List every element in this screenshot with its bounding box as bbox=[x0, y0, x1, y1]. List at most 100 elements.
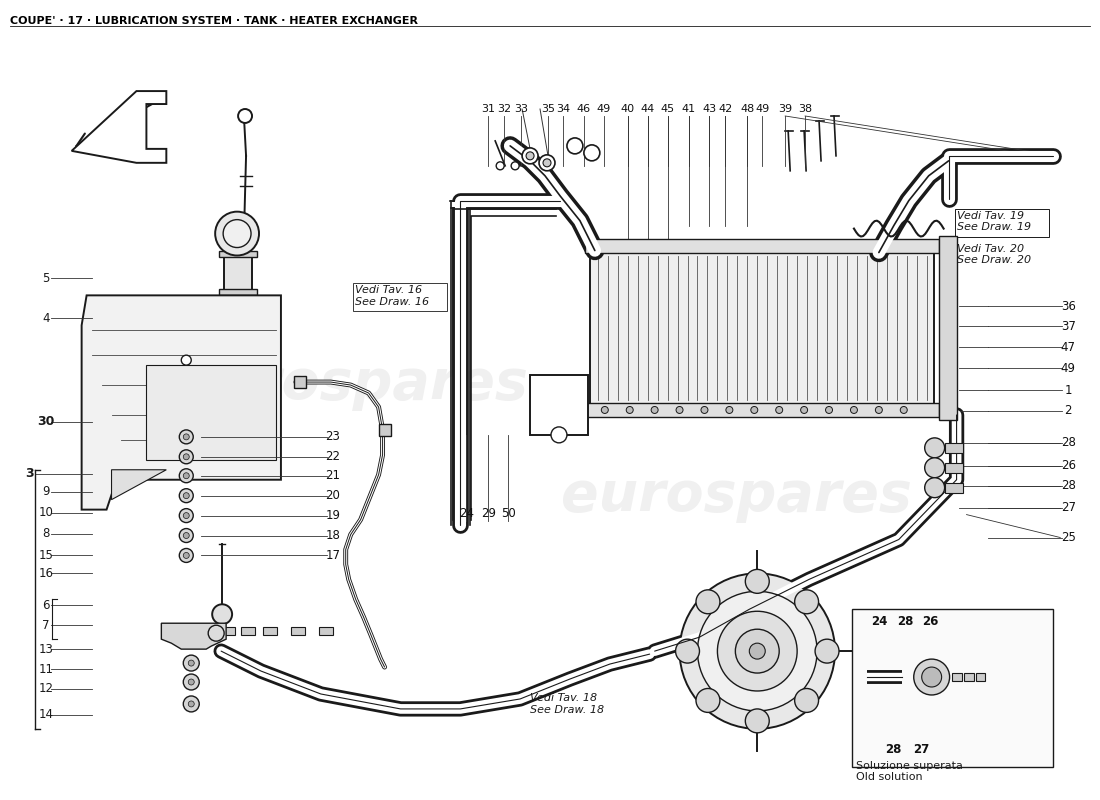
Text: 43: 43 bbox=[703, 104, 716, 114]
Circle shape bbox=[179, 430, 194, 444]
Circle shape bbox=[223, 220, 251, 247]
Circle shape bbox=[512, 162, 519, 170]
Text: 41: 41 bbox=[682, 104, 695, 114]
Text: eurospares: eurospares bbox=[561, 469, 912, 522]
Circle shape bbox=[212, 604, 232, 624]
Circle shape bbox=[680, 574, 835, 729]
Text: Vedi Tav. 19
See Draw. 19: Vedi Tav. 19 See Draw. 19 bbox=[957, 210, 1031, 232]
Text: 7: 7 bbox=[42, 618, 50, 632]
Circle shape bbox=[526, 152, 535, 160]
Circle shape bbox=[602, 406, 608, 414]
Bar bbox=[378, 424, 390, 436]
Text: Soluzione superata
Old solution: Soluzione superata Old solution bbox=[856, 761, 962, 782]
Bar bbox=[851, 610, 1053, 766]
Bar bbox=[590, 250, 934, 405]
Circle shape bbox=[900, 406, 908, 414]
Text: 35: 35 bbox=[541, 104, 556, 114]
Circle shape bbox=[188, 701, 195, 707]
Bar bbox=[219, 290, 257, 295]
Polygon shape bbox=[72, 91, 166, 163]
Circle shape bbox=[184, 655, 199, 671]
Bar bbox=[964, 673, 974, 681]
Circle shape bbox=[925, 478, 945, 498]
Text: 3: 3 bbox=[25, 467, 34, 480]
Bar bbox=[294, 376, 306, 388]
Bar bbox=[319, 627, 333, 635]
Text: 26: 26 bbox=[1060, 459, 1076, 472]
Text: 49: 49 bbox=[755, 104, 769, 114]
Text: 37: 37 bbox=[1060, 320, 1076, 333]
Circle shape bbox=[914, 659, 949, 695]
Text: Vedi Tav. 18
See Draw. 18: Vedi Tav. 18 See Draw. 18 bbox=[530, 693, 604, 714]
Text: 16: 16 bbox=[39, 567, 53, 580]
Text: 49: 49 bbox=[596, 104, 611, 114]
Text: 27: 27 bbox=[914, 743, 929, 756]
Text: 14: 14 bbox=[39, 709, 53, 722]
Circle shape bbox=[696, 590, 719, 614]
Bar bbox=[945, 482, 962, 493]
Circle shape bbox=[184, 533, 189, 538]
Text: 28: 28 bbox=[1060, 436, 1076, 450]
Text: 36: 36 bbox=[1060, 300, 1076, 313]
Text: 32: 32 bbox=[497, 104, 512, 114]
Text: COUPE' · 17 · LUBRICATION SYSTEM · TANK · HEATER EXCHANGER: COUPE' · 17 · LUBRICATION SYSTEM · TANK … bbox=[10, 16, 418, 26]
Text: 18: 18 bbox=[326, 529, 340, 542]
Text: 9: 9 bbox=[42, 485, 50, 498]
Circle shape bbox=[543, 159, 551, 167]
Text: 34: 34 bbox=[556, 104, 570, 114]
Circle shape bbox=[179, 549, 194, 562]
Circle shape bbox=[675, 639, 700, 663]
Bar bbox=[224, 254, 252, 291]
Text: 5: 5 bbox=[42, 272, 50, 285]
Text: 28: 28 bbox=[1060, 479, 1076, 492]
Circle shape bbox=[216, 212, 258, 255]
Text: 38: 38 bbox=[798, 104, 812, 114]
Circle shape bbox=[184, 493, 189, 498]
Text: 13: 13 bbox=[39, 642, 53, 656]
Text: 27: 27 bbox=[1060, 501, 1076, 514]
Circle shape bbox=[701, 406, 708, 414]
Polygon shape bbox=[81, 295, 280, 510]
Text: 33: 33 bbox=[514, 104, 528, 114]
Circle shape bbox=[179, 489, 194, 502]
Bar bbox=[585, 403, 938, 417]
Circle shape bbox=[825, 406, 833, 414]
Text: 12: 12 bbox=[39, 682, 53, 695]
Text: 17: 17 bbox=[326, 549, 340, 562]
Bar bbox=[290, 627, 305, 635]
Circle shape bbox=[801, 406, 807, 414]
Text: 19: 19 bbox=[326, 509, 340, 522]
Bar bbox=[955, 209, 1049, 237]
Circle shape bbox=[184, 454, 189, 460]
Circle shape bbox=[815, 639, 839, 663]
Circle shape bbox=[184, 473, 189, 478]
Circle shape bbox=[922, 667, 942, 687]
Circle shape bbox=[736, 630, 779, 673]
Circle shape bbox=[539, 155, 556, 170]
Circle shape bbox=[746, 709, 769, 733]
Text: 23: 23 bbox=[326, 430, 340, 443]
Circle shape bbox=[238, 109, 252, 123]
Circle shape bbox=[566, 138, 583, 154]
Text: 50: 50 bbox=[500, 507, 516, 520]
Circle shape bbox=[551, 427, 566, 443]
Bar bbox=[938, 235, 957, 420]
Bar bbox=[241, 627, 255, 635]
Text: 44: 44 bbox=[640, 104, 654, 114]
Text: 4: 4 bbox=[42, 312, 50, 325]
Bar bbox=[452, 202, 558, 206]
Circle shape bbox=[208, 626, 224, 641]
Circle shape bbox=[776, 406, 783, 414]
Circle shape bbox=[184, 434, 189, 440]
Circle shape bbox=[751, 406, 758, 414]
Polygon shape bbox=[146, 365, 276, 460]
Text: 40: 40 bbox=[620, 104, 635, 114]
Text: 2: 2 bbox=[1065, 405, 1071, 418]
Circle shape bbox=[188, 679, 195, 685]
Circle shape bbox=[794, 689, 818, 713]
Text: eurospares: eurospares bbox=[177, 357, 528, 411]
Bar bbox=[945, 462, 962, 473]
Text: 47: 47 bbox=[1060, 341, 1076, 354]
Circle shape bbox=[626, 406, 634, 414]
Text: Vedi Tav. 16
See Draw. 16: Vedi Tav. 16 See Draw. 16 bbox=[354, 286, 429, 307]
